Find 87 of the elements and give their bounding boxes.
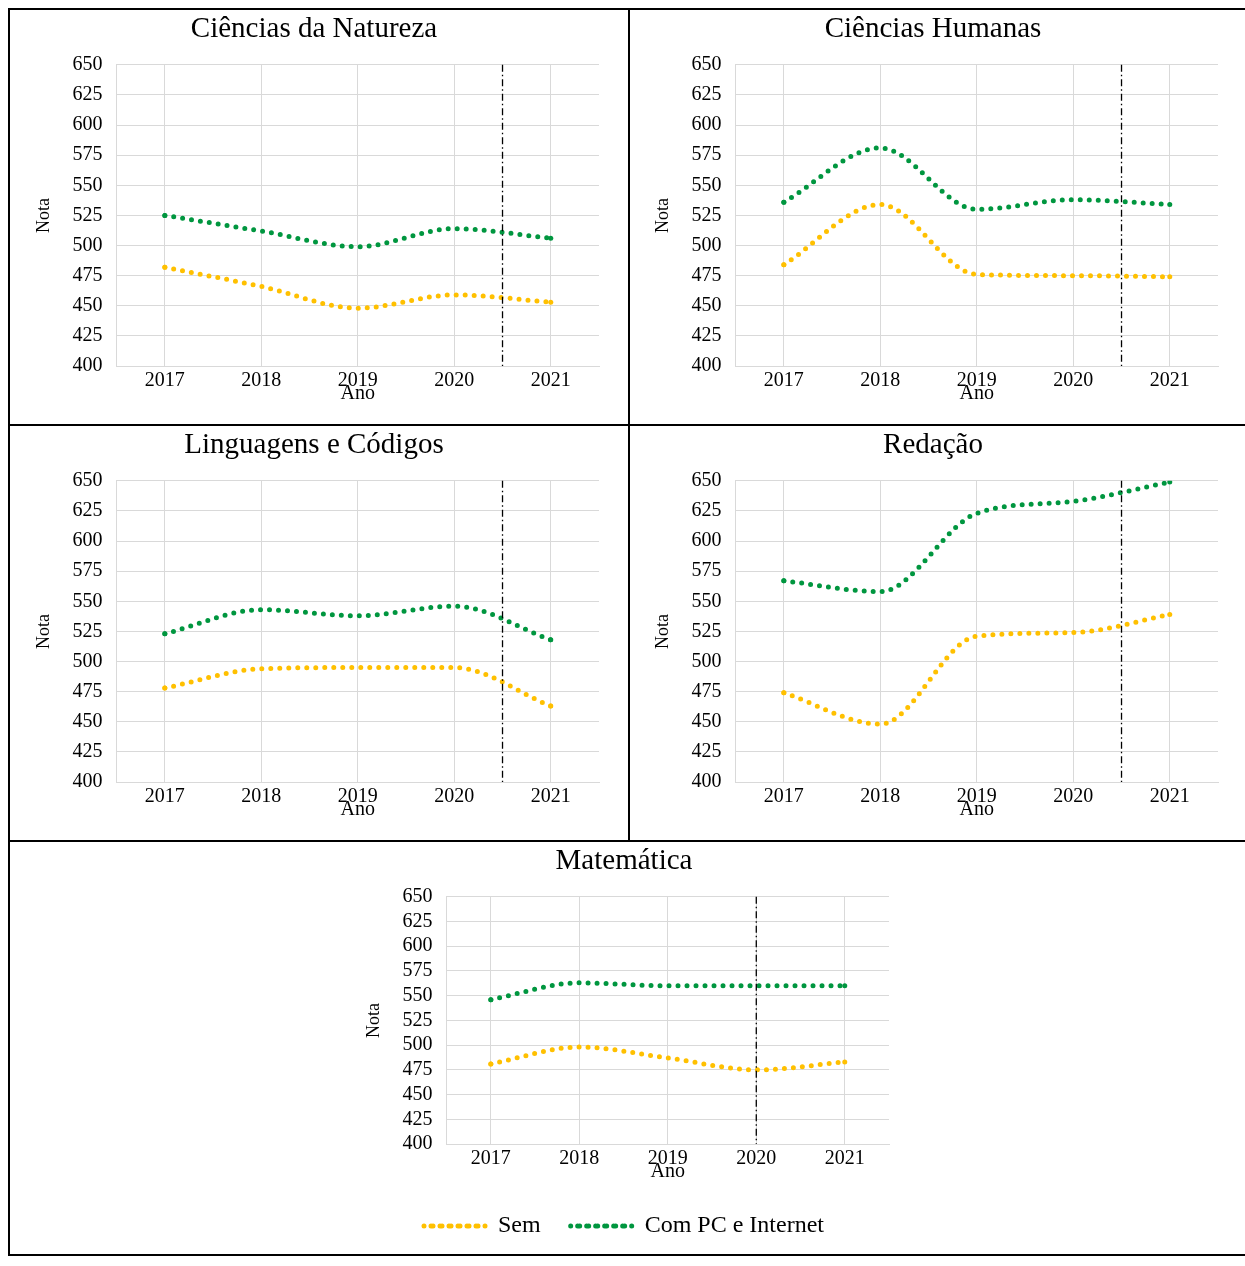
x-tick-label: 2020 bbox=[1053, 368, 1094, 391]
y-tick-label: 475 bbox=[402, 1057, 433, 1080]
x-tick-label: 2020 bbox=[735, 1146, 776, 1169]
y-tick-label: 475 bbox=[691, 262, 722, 285]
chart-title: Redação bbox=[883, 427, 984, 460]
y-tick-label: 625 bbox=[691, 498, 722, 521]
y-tick-label: 450 bbox=[72, 709, 103, 732]
chart-title: Ciências Humanas bbox=[824, 11, 1042, 44]
legend-label: Com PC e Internet bbox=[644, 1211, 824, 1238]
y-tick-label: 550 bbox=[691, 172, 722, 195]
x-tick-label: 2020 bbox=[1053, 784, 1094, 807]
y-tick-label: 425 bbox=[402, 1106, 433, 1129]
y-axis-title: Nota bbox=[362, 1002, 383, 1038]
y-tick-label: 525 bbox=[691, 618, 722, 641]
x-tick-label: 2018 bbox=[558, 1146, 599, 1169]
y-tick-label: 500 bbox=[72, 232, 103, 255]
y-tick-label: 575 bbox=[72, 142, 103, 165]
y-tick-label: 575 bbox=[402, 958, 433, 981]
x-tick-label: 2021 bbox=[530, 784, 571, 807]
y-tick-label: 400 bbox=[72, 353, 103, 376]
y-tick-label: 650 bbox=[72, 468, 103, 491]
x-tick-label: 2017 bbox=[470, 1146, 511, 1169]
x-tick-label: 2021 bbox=[530, 368, 571, 391]
y-tick-label: 650 bbox=[72, 52, 103, 75]
x-tick-label: 2017 bbox=[764, 784, 805, 807]
x-tick-label: 2021 bbox=[1150, 784, 1191, 807]
y-tick-label: 550 bbox=[72, 172, 103, 195]
chart-title: Linguagens e Códigos bbox=[184, 427, 444, 460]
y-axis-title: Nota bbox=[651, 613, 672, 649]
y-tick-label: 475 bbox=[691, 678, 722, 701]
x-tick-label: 2021 bbox=[1150, 368, 1191, 391]
y-tick-label: 475 bbox=[72, 262, 103, 285]
y-tick-label: 425 bbox=[72, 323, 103, 346]
y-tick-label: 500 bbox=[72, 648, 103, 671]
y-tick-label: 425 bbox=[691, 739, 722, 762]
y-axis-title: Nota bbox=[32, 197, 53, 233]
y-tick-label: 550 bbox=[402, 982, 433, 1005]
y-tick-label: 450 bbox=[402, 1081, 433, 1104]
y-tick-label: 650 bbox=[691, 468, 722, 491]
y-tick-label: 500 bbox=[402, 1032, 433, 1055]
y-tick-label: 625 bbox=[402, 908, 433, 931]
y-tick-label: 550 bbox=[691, 588, 722, 611]
y-tick-label: 450 bbox=[691, 293, 722, 316]
y-tick-label: 600 bbox=[72, 112, 103, 135]
y-tick-label: 425 bbox=[72, 739, 103, 762]
y-tick-label: 600 bbox=[691, 528, 722, 551]
y-tick-label: 425 bbox=[691, 323, 722, 346]
x-tick-label: 2021 bbox=[824, 1146, 865, 1169]
chart-title: Ciências da Natureza bbox=[190, 11, 438, 44]
y-tick-label: 400 bbox=[691, 769, 722, 792]
y-tick-label: 575 bbox=[691, 142, 722, 165]
y-tick-label: 525 bbox=[72, 202, 103, 225]
y-tick-label: 625 bbox=[72, 82, 103, 105]
legend-label: Sem bbox=[497, 1211, 541, 1238]
x-tick-label: 2020 bbox=[434, 784, 475, 807]
y-tick-label: 625 bbox=[691, 82, 722, 105]
x-tick-label: 2018 bbox=[241, 368, 282, 391]
y-tick-label: 600 bbox=[72, 528, 103, 551]
y-tick-label: 500 bbox=[691, 232, 722, 255]
y-tick-label: 400 bbox=[72, 769, 103, 792]
x-tick-label: 2020 bbox=[434, 368, 475, 391]
y-tick-label: 450 bbox=[691, 709, 722, 732]
y-tick-label: 400 bbox=[402, 1131, 433, 1154]
y-tick-label: 475 bbox=[72, 678, 103, 701]
y-axis-title: Nota bbox=[32, 613, 53, 649]
y-tick-label: 525 bbox=[72, 618, 103, 641]
x-tick-label: 2017 bbox=[764, 368, 805, 391]
y-tick-label: 550 bbox=[72, 588, 103, 611]
y-tick-label: 650 bbox=[402, 884, 433, 907]
chart-title: Matemática bbox=[555, 843, 693, 876]
x-tick-label: 2018 bbox=[860, 368, 901, 391]
y-tick-label: 500 bbox=[691, 648, 722, 671]
y-tick-label: 575 bbox=[72, 558, 103, 581]
x-tick-label: 2017 bbox=[144, 784, 185, 807]
y-tick-label: 525 bbox=[691, 202, 722, 225]
y-tick-label: 400 bbox=[691, 353, 722, 376]
y-tick-label: 600 bbox=[691, 112, 722, 135]
y-tick-label: 450 bbox=[72, 293, 103, 316]
y-tick-label: 650 bbox=[691, 52, 722, 75]
x-tick-label: 2018 bbox=[241, 784, 282, 807]
x-tick-label: 2017 bbox=[144, 368, 185, 391]
y-tick-label: 625 bbox=[72, 498, 103, 521]
y-tick-label: 600 bbox=[402, 933, 433, 956]
x-tick-label: 2018 bbox=[860, 784, 901, 807]
y-tick-label: 525 bbox=[402, 1007, 433, 1030]
y-tick-label: 575 bbox=[691, 558, 722, 581]
y-axis-title: Nota bbox=[651, 197, 672, 233]
